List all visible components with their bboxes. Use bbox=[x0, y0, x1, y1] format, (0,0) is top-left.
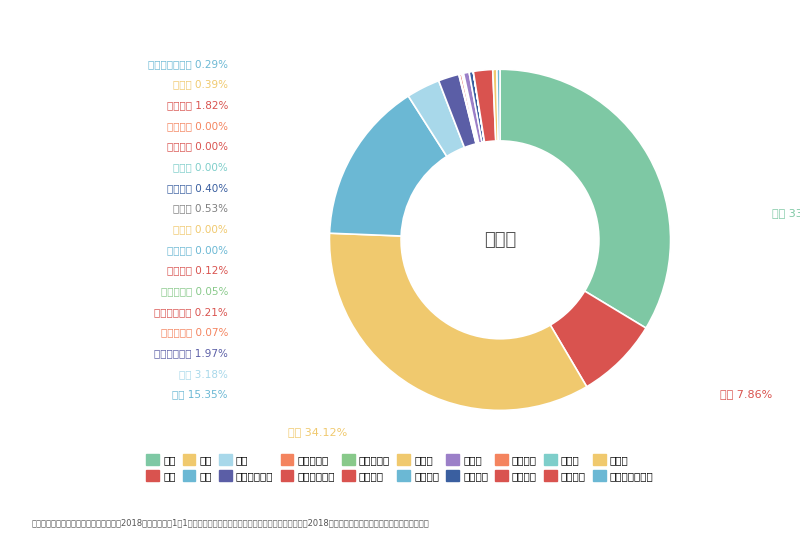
Text: インドネシア 0.21%: インドネシア 0.21% bbox=[154, 307, 228, 317]
Legend: 韓国, 台湾, 香港, 中国, タイ, シンガポール, マレーシア, インドネシア, フィリピン, ベトナム, インド, イギリス, ドイツ, フランス, イタ: 韓国, 台湾, 香港, 中国, タイ, シンガポール, マレーシア, インドネシ… bbox=[142, 450, 658, 485]
Text: オーストラリア 0.29%: オーストラリア 0.29% bbox=[148, 59, 228, 69]
Text: インド 0.00%: インド 0.00% bbox=[174, 224, 228, 234]
Wedge shape bbox=[438, 74, 476, 148]
Text: フィリピン 0.05%: フィリピン 0.05% bbox=[161, 286, 228, 296]
Wedge shape bbox=[462, 73, 479, 143]
Wedge shape bbox=[493, 69, 498, 141]
Text: イギリス 0.00%: イギリス 0.00% bbox=[167, 245, 228, 255]
Text: マレーシア 0.07%: マレーシア 0.07% bbox=[161, 327, 228, 337]
Text: カナダ 0.39%: カナダ 0.39% bbox=[173, 79, 228, 90]
Text: 中国 15.35%: 中国 15.35% bbox=[173, 390, 228, 399]
Wedge shape bbox=[463, 72, 482, 143]
Wedge shape bbox=[550, 291, 646, 387]
Text: ドイツ 0.53%: ドイツ 0.53% bbox=[173, 204, 228, 214]
Wedge shape bbox=[474, 71, 485, 142]
Wedge shape bbox=[330, 233, 586, 410]
Wedge shape bbox=[500, 69, 670, 328]
Wedge shape bbox=[463, 73, 479, 143]
Text: タイ 3.18%: タイ 3.18% bbox=[179, 369, 228, 379]
Text: スペイン 0.00%: スペイン 0.00% bbox=[167, 142, 228, 151]
Wedge shape bbox=[497, 69, 500, 141]
Wedge shape bbox=[474, 71, 485, 142]
Text: アメリカ 1.82%: アメリカ 1.82% bbox=[166, 100, 228, 110]
Text: ロシア 0.00%: ロシア 0.00% bbox=[174, 162, 228, 172]
Text: 香港 34.12%: 香港 34.12% bbox=[288, 427, 347, 437]
Wedge shape bbox=[463, 73, 479, 143]
Wedge shape bbox=[469, 71, 485, 142]
Wedge shape bbox=[459, 74, 478, 144]
Text: 調査方法：「訪日外国人消費動向調査（2018年）訪問地別1人1泊当たり旅行消費単価」および「宿泊旅行統計調査（2018年）外国人延べ宿泊者数」より訪日ラボ推計: 調査方法：「訪日外国人消費動向調査（2018年）訪問地別1人1泊当たり旅行消費単… bbox=[32, 519, 430, 528]
Wedge shape bbox=[462, 74, 478, 143]
Wedge shape bbox=[474, 69, 496, 142]
Wedge shape bbox=[330, 96, 447, 236]
Text: 韓国 33.66%: 韓国 33.66% bbox=[772, 208, 800, 218]
Text: 台湾 7.86%: 台湾 7.86% bbox=[720, 390, 772, 399]
Text: イタリア 0.00%: イタリア 0.00% bbox=[167, 121, 228, 131]
Wedge shape bbox=[474, 71, 485, 142]
Text: ベトナム 0.12%: ベトナム 0.12% bbox=[166, 265, 228, 276]
Wedge shape bbox=[458, 74, 477, 144]
Wedge shape bbox=[408, 80, 465, 156]
Text: シンガポール 1.97%: シンガポール 1.97% bbox=[154, 348, 228, 358]
Text: フランス 0.40%: フランス 0.40% bbox=[167, 183, 228, 193]
Text: 鳥取県: 鳥取県 bbox=[484, 231, 516, 249]
